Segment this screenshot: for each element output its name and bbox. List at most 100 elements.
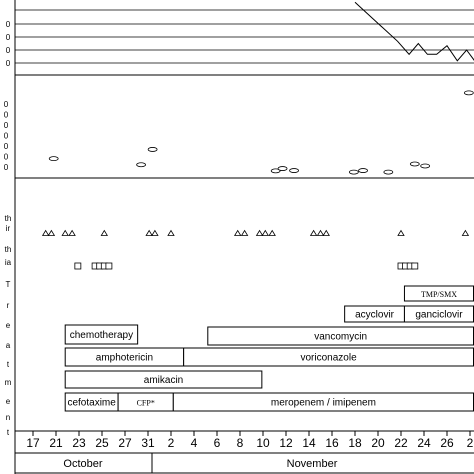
triangle-marker [316, 229, 325, 236]
x-tick-label: 22 [394, 436, 408, 450]
data-point [147, 147, 158, 152]
top-y-tick-label: 0 [6, 20, 11, 29]
edge-label: t [7, 428, 10, 437]
edge-label: r [7, 301, 10, 310]
square-marker [105, 262, 113, 270]
date-axis: 17 21 23 25 27 31 2 4 6 8 10 12 14 16 18 20 22 24 26 2 Octo… [15, 430, 474, 474]
x-tick-label: 16 [325, 436, 339, 450]
data-point [48, 156, 59, 162]
x-tick-label: 18 [348, 436, 362, 450]
triangle-marker [261, 229, 270, 236]
treatment-label: vancomycin [314, 332, 367, 343]
middle-y-tick-label: 0 [4, 121, 9, 130]
data-point [420, 163, 431, 169]
edge-label: e [6, 397, 11, 406]
middle-y-tick-label: 0 [4, 163, 9, 172]
data-point [409, 161, 420, 167]
x-tick-label: 2 [168, 436, 175, 450]
middle-panel-points [48, 90, 474, 175]
treatment-label: amikacin [144, 375, 183, 386]
treatment-label: TMP/SMX [421, 290, 457, 299]
triangle-marker [233, 229, 242, 236]
month-label-november: November [287, 458, 338, 470]
x-tick-label: 23 [72, 436, 86, 450]
edge-label: T [6, 280, 11, 289]
x-tick-label: 20 [371, 436, 385, 450]
x-tick-label: 2 [467, 436, 474, 450]
x-tick-label: 10 [256, 436, 270, 450]
triangle-marker [145, 229, 153, 236]
data-point [277, 166, 288, 171]
x-tick-label: 26 [440, 436, 454, 450]
treatment-label: CFP* [137, 399, 155, 408]
edge-label: e [6, 321, 11, 330]
treatment-label: voriconazole [300, 353, 357, 364]
edge-label: ia [5, 258, 12, 267]
data-point [270, 168, 281, 174]
data-point [348, 169, 359, 175]
x-tick-label: 17 [26, 436, 40, 450]
treatment-label: acyclovir [355, 310, 395, 321]
triangle-marker [167, 229, 175, 236]
top-panel-gridlines [15, 9, 474, 64]
treatment-label: ganciclovir [415, 310, 463, 321]
top-panel-tick-labels: 0 0 0 0 [6, 20, 11, 68]
triangle-marker [240, 229, 249, 236]
x-tick-label: 21 [49, 436, 63, 450]
treatment-label: cefotaxime [67, 398, 116, 409]
treatment-label: meropenem / imipenem [271, 398, 376, 409]
edge-label: n [6, 413, 10, 422]
triangle-marker [61, 229, 69, 236]
triangle-marker [268, 229, 276, 236]
data-point [463, 90, 474, 96]
data-point [383, 169, 394, 175]
middle-y-tick-label: 0 [4, 132, 9, 141]
treatment-bars: TMP/SMX acyclovir ganciclovir chemotherapy v… [64, 285, 474, 412]
x-tick-label: 25 [95, 436, 109, 450]
x-tick-label: 6 [214, 436, 221, 450]
x-tick-label: 24 [417, 436, 431, 450]
edge-label: th [5, 214, 12, 223]
data-point [289, 168, 299, 173]
treatment-bar [64, 370, 263, 389]
edge-label: m [5, 378, 12, 387]
square-event-row [74, 262, 419, 270]
triangle-event-row [41, 229, 470, 236]
data-point [136, 162, 147, 168]
month-label-october: October [63, 458, 102, 470]
x-tick-label: 27 [118, 436, 132, 450]
edge-label: ir [6, 224, 11, 233]
middle-y-tick-label: 0 [4, 100, 9, 109]
treatment-label: amphotericin [96, 353, 153, 364]
triangle-marker [151, 229, 159, 236]
top-y-tick-label: 0 [6, 33, 11, 42]
x-tick-label: 4 [191, 436, 198, 450]
triangle-marker [461, 229, 470, 236]
edge-label: a [6, 341, 11, 350]
top-y-tick-label: 0 [6, 46, 11, 55]
x-tick-label: 31 [141, 436, 155, 450]
triangle-marker [68, 229, 76, 236]
treatment-bar [64, 324, 139, 345]
square-marker [411, 262, 419, 270]
triangle-marker [322, 229, 330, 236]
middle-y-tick-label: 0 [4, 111, 9, 120]
x-tick-label: 12 [279, 436, 293, 450]
middle-y-tick-label: 0 [4, 153, 9, 162]
data-point [358, 168, 368, 173]
treatment-label: chemotherapy [70, 330, 133, 341]
triangle-marker [309, 229, 318, 236]
triangle-marker [41, 229, 50, 236]
x-tick-marks: 17 21 23 25 27 31 2 4 6 8 10 12 14 16 18 20 22 24 26 2 [26, 431, 474, 450]
x-tick-label: 14 [302, 436, 316, 450]
triangle-marker [47, 229, 56, 236]
x-tick-label: 8 [237, 436, 244, 450]
triangle-marker [397, 229, 405, 236]
top-y-tick-label: 0 [6, 59, 11, 68]
triangle-marker [255, 229, 264, 236]
triangle-marker [100, 229, 109, 236]
